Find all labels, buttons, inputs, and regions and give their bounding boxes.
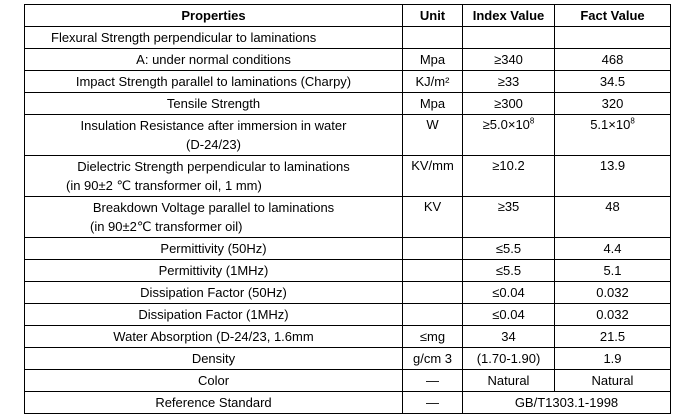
unit-cell: — xyxy=(402,391,463,414)
property-cell: A: under normal conditions xyxy=(24,48,403,71)
property-cell: Dissipation Factor (50Hz) xyxy=(24,281,403,304)
table-row: Color — Natural Natural xyxy=(24,369,671,392)
unit-cell xyxy=(402,259,463,282)
unit-cell xyxy=(402,281,463,304)
unit-cell: KJ/m² xyxy=(402,70,463,93)
index-cell: Natural xyxy=(462,369,555,392)
fact-exponent: 8 xyxy=(630,116,635,126)
index-base: ≥5.0×10 xyxy=(482,117,530,132)
unit-cell xyxy=(402,237,463,260)
fact-cell: 5.1 xyxy=(554,259,671,282)
fact-cell: 13.9 xyxy=(554,155,671,197)
spec-table-container: Properties Unit Index Value Fact Value F… xyxy=(24,4,671,414)
fact-cell: 320 xyxy=(554,92,671,115)
unit-cell: g/cm 3 xyxy=(402,347,463,370)
property-cell: Dissipation Factor (1MHz) xyxy=(24,303,403,326)
index-cell: ≥35 xyxy=(462,196,555,238)
fact-cell: 21.5 xyxy=(554,325,671,348)
property-cell: Impact Strength parallel to laminations … xyxy=(24,70,403,93)
property-line-2: (in 90±2 ℃ transformer oil, 1 mm) xyxy=(66,178,262,193)
header-properties: Properties xyxy=(24,4,403,27)
property-cell: Tensile Strength xyxy=(24,92,403,115)
index-cell: ≥10.2 xyxy=(462,155,555,197)
property-cell: Breakdown Voltage parallel to lamination… xyxy=(24,196,403,238)
index-cell: ≤5.5 xyxy=(462,237,555,260)
unit-cell xyxy=(402,26,463,49)
index-cell: ≥33 xyxy=(462,70,555,93)
fact-cell xyxy=(554,26,671,49)
index-cell: ≥340 xyxy=(462,48,555,71)
property-cell: Reference Standard xyxy=(24,391,403,414)
property-cell: Permittivity (1MHz) xyxy=(24,259,403,282)
unit-cell xyxy=(402,303,463,326)
property-line-2: (in 90±2℃ transformer oil) xyxy=(90,219,243,234)
index-cell: ≤0.04 xyxy=(462,303,555,326)
table-row: Permittivity (1MHz) ≤5.5 5.1 xyxy=(24,259,671,282)
index-cell: ≥300 xyxy=(462,92,555,115)
table-row: Insulation Resistance after immersion in… xyxy=(24,114,671,156)
unit-cell: Mpa xyxy=(402,48,463,71)
index-exponent: 8 xyxy=(529,116,535,126)
property-cell: Water Absorption (D-24/23, 1.6mm xyxy=(24,325,403,348)
fact-cell: 1.9 xyxy=(554,347,671,370)
index-cell: ≤5.5 xyxy=(462,259,555,282)
index-cell: ≥5.0×108 xyxy=(462,114,555,156)
property-cell: Color xyxy=(24,369,403,392)
table-row: Dissipation Factor (50Hz) ≤0.04 0.032 xyxy=(24,281,671,304)
property-cell: Flexural Strength perpendicular to lamin… xyxy=(24,26,403,49)
table-row: Dissipation Factor (1MHz) ≤0.04 0.032 xyxy=(24,303,671,326)
index-cell: 34 xyxy=(462,325,555,348)
fact-cell: 4.4 xyxy=(554,237,671,260)
table-header-row: Properties Unit Index Value Fact Value xyxy=(24,4,671,27)
unit-cell: KV/mm xyxy=(402,155,463,197)
property-cell: Dielectric Strength perpendicular to lam… xyxy=(24,155,403,197)
property-cell: Permittivity (50Hz) xyxy=(24,237,403,260)
fact-cell: 48 xyxy=(554,196,671,238)
header-fact-value: Fact Value xyxy=(554,4,671,27)
unit-cell: ≤mg xyxy=(402,325,463,348)
fact-cell: 0.032 xyxy=(554,303,671,326)
header-unit: Unit xyxy=(402,4,463,27)
properties-table: Properties Unit Index Value Fact Value F… xyxy=(24,4,671,414)
table-row: Impact Strength parallel to laminations … xyxy=(24,70,671,93)
unit-cell: Mpa xyxy=(402,92,463,115)
property-cell: Density xyxy=(24,347,403,370)
table-row: A: under normal conditions Mpa ≥340 468 xyxy=(24,48,671,71)
reference-standard-value: GB/T1303.1-1998 xyxy=(462,391,671,414)
table-row: Dielectric Strength perpendicular to lam… xyxy=(24,155,671,197)
table-row: Flexural Strength perpendicular to lamin… xyxy=(24,26,671,49)
unit-cell: — xyxy=(402,369,463,392)
fact-cell: 468 xyxy=(554,48,671,71)
table-row: Permittivity (50Hz) ≤5.5 4.4 xyxy=(24,237,671,260)
table-row: Density g/cm 3 (1.70-1.90) 1.9 xyxy=(24,347,671,370)
unit-cell: W xyxy=(402,114,463,156)
header-index-value: Index Value xyxy=(462,4,555,27)
index-cell: (1.70-1.90) xyxy=(462,347,555,370)
table-row: Water Absorption (D-24/23, 1.6mm ≤mg 34 … xyxy=(24,325,671,348)
fact-cell: 0.032 xyxy=(554,281,671,304)
index-cell xyxy=(462,26,555,49)
table-row: Reference Standard — GB/T1303.1-1998 xyxy=(24,391,671,414)
property-line-1: Dielectric Strength perpendicular to lam… xyxy=(77,159,350,174)
property-line-1: Insulation Resistance after immersion in… xyxy=(80,118,347,133)
property-line-2: (D-24/23) xyxy=(186,137,241,152)
fact-cell: 5.1×108 xyxy=(554,114,671,156)
fact-cell: 34.5 xyxy=(554,70,671,93)
fact-base: 5.1×10 xyxy=(590,117,631,132)
property-line-1: Breakdown Voltage parallel to lamination… xyxy=(92,200,335,215)
fact-cell: Natural xyxy=(554,369,671,392)
index-cell: ≤0.04 xyxy=(462,281,555,304)
table-row: Breakdown Voltage parallel to lamination… xyxy=(24,196,671,238)
unit-cell: KV xyxy=(402,196,463,238)
table-row: Tensile Strength Mpa ≥300 320 xyxy=(24,92,671,115)
property-cell: Insulation Resistance after immersion in… xyxy=(24,114,403,156)
